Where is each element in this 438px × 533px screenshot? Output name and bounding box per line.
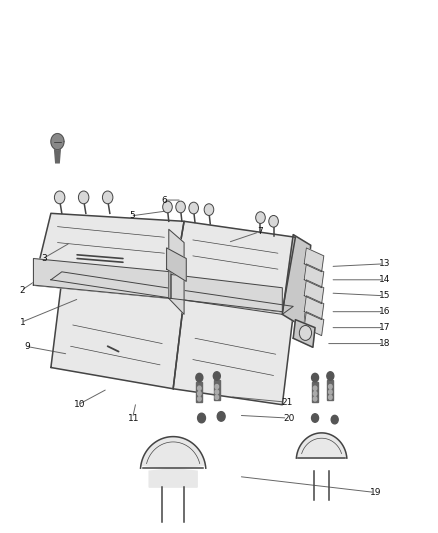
Text: 7: 7 <box>258 228 263 237</box>
Circle shape <box>256 212 265 223</box>
Circle shape <box>328 390 332 394</box>
Circle shape <box>311 373 318 382</box>
Polygon shape <box>283 235 311 328</box>
Circle shape <box>196 373 203 382</box>
Polygon shape <box>304 296 324 320</box>
Circle shape <box>313 397 317 401</box>
Text: 11: 11 <box>128 414 140 423</box>
Circle shape <box>198 386 201 390</box>
Polygon shape <box>166 248 186 281</box>
Polygon shape <box>304 248 324 272</box>
Polygon shape <box>51 272 184 298</box>
Text: 13: 13 <box>379 260 391 268</box>
Polygon shape <box>141 437 205 487</box>
Circle shape <box>198 397 201 401</box>
Polygon shape <box>304 280 324 304</box>
Text: 3: 3 <box>42 254 47 263</box>
Polygon shape <box>173 298 293 405</box>
Polygon shape <box>169 229 184 314</box>
Text: 21: 21 <box>281 398 292 407</box>
Text: 14: 14 <box>379 275 391 284</box>
Text: 1: 1 <box>20 318 25 327</box>
Polygon shape <box>51 134 64 150</box>
Circle shape <box>204 204 214 215</box>
Polygon shape <box>304 312 324 336</box>
Polygon shape <box>173 290 293 314</box>
Circle shape <box>215 395 219 399</box>
Text: 5: 5 <box>129 212 134 221</box>
Circle shape <box>328 384 332 389</box>
Circle shape <box>215 390 219 394</box>
Circle shape <box>78 191 89 204</box>
Text: 19: 19 <box>371 488 382 497</box>
Circle shape <box>198 413 205 423</box>
Polygon shape <box>33 213 184 298</box>
Polygon shape <box>171 221 295 312</box>
Circle shape <box>102 191 113 204</box>
Polygon shape <box>312 382 318 402</box>
Text: 10: 10 <box>74 400 85 409</box>
Text: 17: 17 <box>379 323 391 332</box>
Polygon shape <box>196 382 202 402</box>
Polygon shape <box>171 274 283 312</box>
Circle shape <box>331 415 338 424</box>
Polygon shape <box>293 320 315 348</box>
Circle shape <box>311 414 318 422</box>
Circle shape <box>176 201 185 213</box>
Circle shape <box>198 391 201 395</box>
Circle shape <box>327 372 334 380</box>
Circle shape <box>54 191 65 204</box>
Circle shape <box>313 391 317 395</box>
Polygon shape <box>33 259 171 298</box>
Polygon shape <box>54 142 61 163</box>
Circle shape <box>299 326 311 341</box>
Text: 18: 18 <box>379 339 391 348</box>
Text: 6: 6 <box>162 196 167 205</box>
Polygon shape <box>214 380 220 400</box>
Circle shape <box>269 215 279 227</box>
Text: 9: 9 <box>24 342 30 351</box>
Text: 16: 16 <box>379 307 391 316</box>
Text: 15: 15 <box>379 291 391 300</box>
Polygon shape <box>327 380 333 400</box>
Circle shape <box>313 386 317 390</box>
Polygon shape <box>297 433 347 458</box>
Text: 2: 2 <box>20 286 25 295</box>
Circle shape <box>213 372 220 380</box>
Circle shape <box>189 202 198 214</box>
Circle shape <box>215 384 219 389</box>
Polygon shape <box>304 264 324 288</box>
Circle shape <box>217 411 225 421</box>
Circle shape <box>328 395 332 399</box>
Polygon shape <box>51 280 184 389</box>
Text: 20: 20 <box>283 414 294 423</box>
Circle shape <box>162 201 172 213</box>
